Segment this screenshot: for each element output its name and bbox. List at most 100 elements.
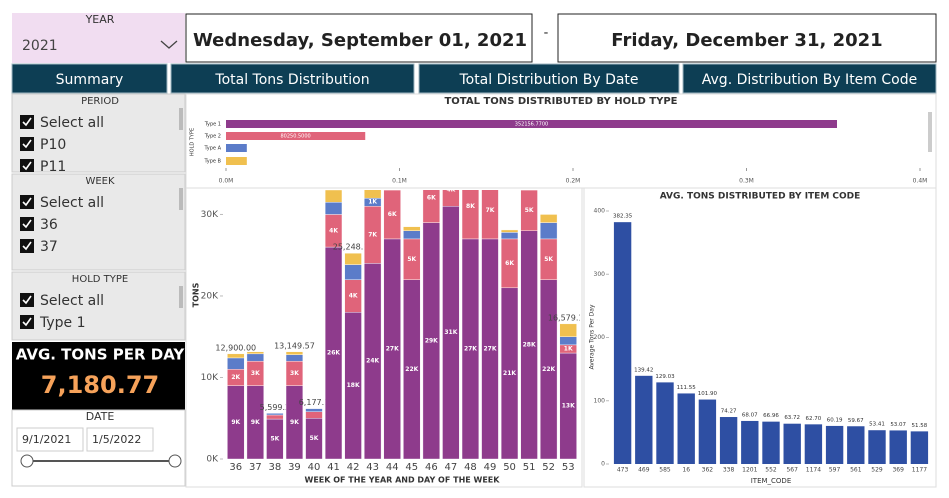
slicer-item[interactable]: 36 [40, 217, 58, 233]
value-label: 7K [486, 207, 495, 214]
value-label: 9K [251, 419, 260, 426]
x-tick-label: 469 [638, 467, 650, 474]
bar [847, 426, 865, 464]
bar-segment [285, 354, 304, 362]
bar-segment [364, 190, 382, 199]
bar-segment [461, 190, 480, 240]
date-input[interactable] [16, 427, 84, 452]
bar-segment [500, 229, 519, 233]
value-label: 7K [368, 231, 377, 238]
date-input-text[interactable]: 9/1/2021 [22, 433, 71, 446]
checkmark [22, 139, 32, 149]
value-label: 74.27 [721, 409, 737, 415]
date-separator: - [544, 26, 549, 41]
x-tick-label: 38 [269, 462, 282, 473]
checkmark [22, 295, 32, 305]
value-label: 382.35 [613, 214, 633, 220]
checkbox[interactable] [20, 115, 34, 129]
x-tick-label: 338 [723, 467, 735, 474]
value-label: 31K [444, 329, 457, 336]
tab-label[interactable]: Summary [56, 72, 124, 88]
checkmark [22, 317, 32, 327]
value-label: 5K [270, 436, 279, 443]
year-value[interactable]: 2021 [22, 38, 58, 54]
year-title: YEAR [85, 13, 115, 26]
checkbox[interactable] [20, 217, 34, 231]
tab-button[interactable] [11, 63, 168, 94]
tab-button[interactable] [418, 63, 680, 94]
checkbox[interactable] [20, 195, 34, 209]
chart-panel [185, 93, 937, 189]
date-box [557, 13, 937, 63]
date-input[interactable] [86, 427, 154, 452]
stacked-bars: 9K2K12,900.009K3K5K5,599.29K3K13,149.575… [215, 190, 580, 460]
slicer-item[interactable]: P10 [40, 137, 66, 153]
bar-segment [246, 353, 264, 362]
slicer-item[interactable]: 37 [40, 239, 58, 255]
value-label: 5K [310, 435, 319, 442]
value-label: 5K [407, 256, 416, 263]
value-label: 6K [388, 211, 397, 218]
tab-button[interactable] [170, 63, 415, 94]
checkmark [22, 161, 32, 171]
slicer-title: PERIOD [81, 96, 119, 107]
checkbox[interactable] [20, 137, 34, 151]
tab-button[interactable] [682, 63, 937, 94]
value-label: 1K [564, 345, 573, 352]
date-input-text[interactable]: 1/5/2022 [92, 433, 141, 446]
y-axis-label: HOLD TYPE [190, 128, 196, 156]
value-label: 352156.7700 [515, 122, 548, 128]
date-slicer-title: DATE [86, 410, 115, 423]
total-label: 12,900.00 [215, 343, 256, 352]
slicer-item[interactable]: Type 1 [39, 315, 86, 331]
bar-segment [500, 232, 519, 240]
checkbox[interactable] [20, 315, 34, 329]
value-label: 6K [427, 195, 436, 202]
slider-handle[interactable] [20, 454, 34, 468]
slider-handle[interactable] [168, 454, 182, 468]
y-tick-label: 0K [206, 455, 219, 465]
tab-label[interactable]: Avg. Distribution By Item Code [702, 72, 917, 88]
slicer-item[interactable]: Select all [40, 293, 104, 309]
bar [226, 157, 247, 165]
bar [677, 393, 695, 464]
value-label: 9K [290, 419, 299, 426]
tab-label[interactable]: Total Distribution By Date [458, 72, 638, 88]
chart-title: TOTAL TONS DISTRIBUTED BY HOLD TYPE [444, 96, 677, 107]
value-label: 51.58 [912, 423, 928, 429]
tab-label[interactable]: Total Tons Distribution [214, 72, 369, 88]
dropdown-chevron[interactable] [160, 40, 178, 49]
y-tick-label: Type A [204, 146, 222, 152]
x-axis-label: ITEM_CODE [751, 477, 792, 485]
value-label: 27K [464, 345, 477, 352]
value-label: 60.19 [827, 417, 843, 423]
bar-segment [540, 214, 558, 223]
scrollbar [179, 188, 183, 210]
slicer-items: Select all 36 37 [20, 195, 104, 255]
x-tick-label: 49 [484, 462, 497, 473]
scrollbar [928, 112, 932, 152]
bar-segment [422, 190, 440, 223]
checkbox[interactable] [20, 239, 34, 253]
value-label: 63.72 [784, 415, 800, 421]
value-label: 18K [347, 382, 360, 389]
x-tick-label: 369 [892, 467, 904, 474]
checkbox[interactable] [20, 159, 34, 173]
y-axis-label: TONS [192, 282, 201, 307]
slicer-item[interactable]: Select all [40, 115, 104, 131]
x-tick-label: 46 [425, 462, 438, 473]
bar [741, 420, 759, 464]
slicer-item[interactable]: P11 [40, 159, 66, 175]
bar [698, 399, 717, 464]
kpi-title: AVG. TONS PER DAY [16, 346, 186, 364]
bar-segment [344, 252, 362, 265]
x-tick-label: 1201 [742, 467, 757, 474]
y-tick-label: 100 [594, 397, 606, 404]
checkbox[interactable] [20, 293, 34, 307]
bar-segment [266, 414, 284, 420]
checkmark [22, 117, 32, 127]
value-label: 53.41 [869, 422, 885, 428]
chart-title: AVG. TONS DISTRIBUTED BY ITEM CODE [660, 192, 861, 202]
slicer-item[interactable]: Select all [40, 195, 104, 211]
y-tick-label: Type 2 [204, 134, 221, 140]
